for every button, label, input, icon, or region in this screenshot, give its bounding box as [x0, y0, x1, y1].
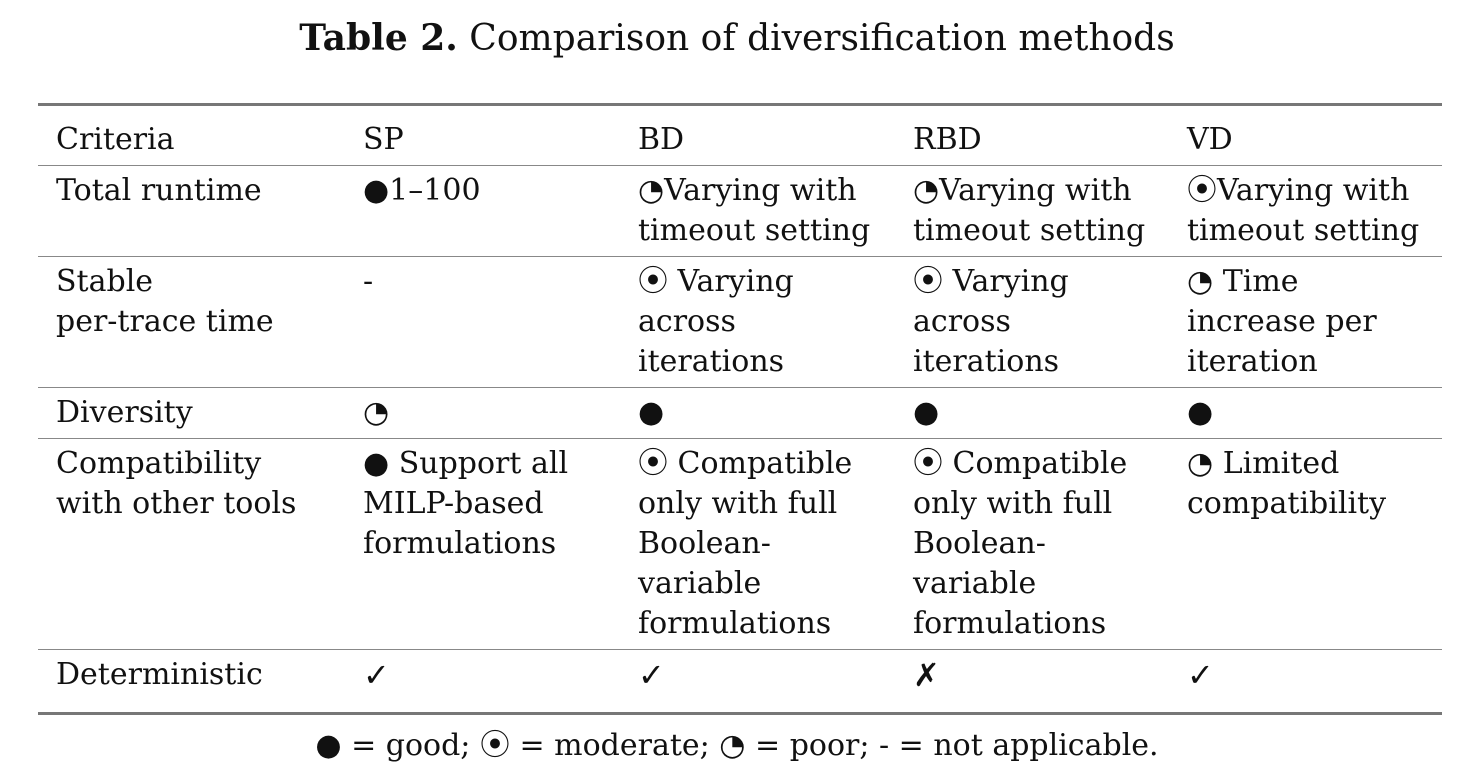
cell-rbd-stable-per-trace-time: ⦿ Varying across iterations	[913, 255, 1187, 387]
cell-bd-deterministic: ✓	[638, 648, 913, 700]
cell-bd-compatibility: ⦿ Compatible only with full Boolean- var…	[638, 437, 913, 649]
table-row: Deterministic ✓ ✓ ✗ ✓	[38, 648, 1442, 700]
cell-rbd-compatibility: ⦿ Compatible only with full Boolean- var…	[913, 437, 1187, 649]
table-caption: Table 2. Comparison of diversification m…	[0, 14, 1474, 63]
cell-rbd-diversity: ●	[913, 386, 1187, 438]
table-row: Total runtime ●1–100 ◔Varying with timeo…	[38, 164, 1442, 256]
header-bd: BD	[638, 122, 685, 157]
criterion-stable-per-trace-time: Stable per-trace time	[38, 255, 363, 387]
cell-bd-total-runtime: ◔Varying with timeout setting	[638, 164, 913, 256]
table-row: Diversity ◔ ● ● ●	[38, 386, 1442, 438]
table-bottom-rule	[38, 712, 1442, 715]
cell-vd-stable-per-trace-time: ◔ Time increase per iteration	[1187, 255, 1442, 387]
cell-sp-stable-per-trace-time: -	[363, 255, 638, 387]
cell-sp-compatibility: ● Support all MILP-based formulations	[363, 437, 638, 649]
criterion-total-runtime: Total runtime	[38, 164, 363, 256]
cell-sp-diversity: ◔	[363, 386, 638, 438]
table-top-rule	[38, 103, 1442, 106]
criterion-compatibility: Compatibility with other tools	[38, 437, 363, 649]
criterion-deterministic: Deterministic	[38, 648, 363, 700]
header-vd: VD	[1187, 122, 1233, 157]
header-sp: SP	[363, 122, 404, 157]
caption-text: Comparison of diversification methods	[457, 18, 1175, 59]
cell-vd-deterministic: ✓	[1187, 648, 1442, 700]
table-row: Compatibility with other tools ● Support…	[38, 437, 1442, 649]
cell-vd-diversity: ●	[1187, 386, 1442, 438]
comparison-table: Criteria SP BD RBD VD Total runtime ●1–1…	[38, 107, 1442, 700]
header-rbd: RBD	[913, 122, 982, 157]
criterion-diversity: Diversity	[38, 386, 363, 438]
cell-rbd-total-runtime: ◔Varying with timeout setting	[913, 164, 1187, 256]
cell-sp-deterministic: ✓	[363, 648, 638, 700]
cell-sp-total-runtime: ●1–100	[363, 164, 638, 256]
header-criteria: Criteria	[56, 122, 175, 157]
cell-rbd-deterministic: ✗	[913, 648, 1187, 700]
header-row: Criteria SP BD RBD VD	[38, 107, 1442, 165]
table-legend: ● = good; ⦿ = moderate; ◔ = poor; - = no…	[315, 728, 1159, 763]
cell-vd-total-runtime: ⦿Varying with timeout setting	[1187, 164, 1442, 256]
cell-bd-stable-per-trace-time: ⦿ Varying across iterations	[638, 255, 913, 387]
cell-bd-diversity: ●	[638, 386, 913, 438]
table-row: Stable per-trace time - ⦿ Varying across…	[38, 255, 1442, 387]
caption-label: Table 2.	[299, 17, 458, 59]
cell-vd-compatibility: ◔ Limited compatibility	[1187, 437, 1442, 649]
